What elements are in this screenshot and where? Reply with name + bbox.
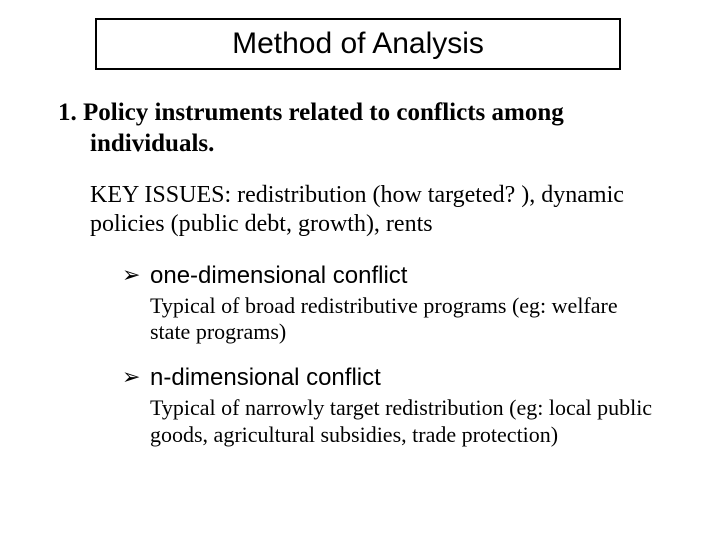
bullet-item: ➢ n-dimensional conflict Typical of narr…: [58, 363, 662, 448]
heading-line-2: individuals.: [58, 129, 662, 160]
bullet-description: Typical of narrowly target redistributio…: [122, 395, 660, 448]
title-box: Method of Analysis: [95, 18, 621, 70]
bullet-title: one-dimensional conflict: [150, 261, 407, 291]
bullet-description: Typical of broad redistributive programs…: [122, 293, 660, 346]
arrow-icon: ➢: [122, 261, 150, 289]
bullet-row: ➢ n-dimensional conflict: [122, 363, 662, 393]
bullet-item: ➢ one-dimensional conflict Typical of br…: [58, 261, 662, 346]
arrow-icon: ➢: [122, 363, 150, 391]
slide: Method of Analysis 1. Policy instruments…: [0, 0, 720, 540]
heading-line-1: 1. Policy instruments related to conflic…: [58, 99, 564, 126]
slide-title: Method of Analysis: [232, 27, 484, 61]
bullet-title: n-dimensional conflict: [150, 363, 381, 393]
slide-body: 1. Policy instruments related to conflic…: [58, 98, 662, 466]
bullet-row: ➢ one-dimensional conflict: [122, 261, 662, 291]
key-issues-text: KEY ISSUES: redistribution (how targeted…: [58, 181, 662, 239]
section-heading: 1. Policy instruments related to conflic…: [58, 98, 662, 159]
